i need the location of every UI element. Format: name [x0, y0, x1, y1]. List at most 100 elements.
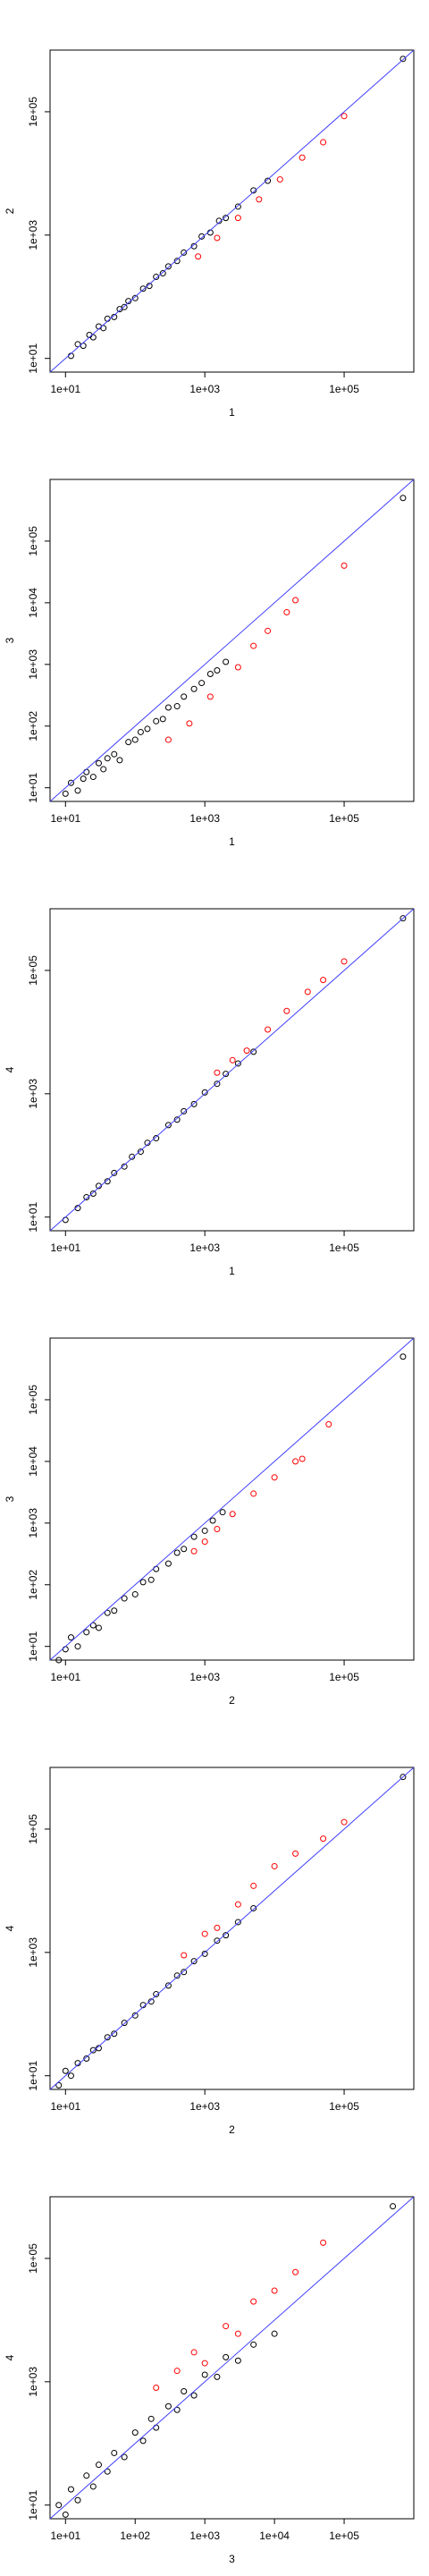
y-tick-label: 1e+04: [27, 1446, 39, 1477]
point: [229, 1511, 236, 1518]
point: [83, 2472, 90, 2479]
point: [95, 1182, 102, 1190]
x-tick-label: 1e+05: [329, 2529, 359, 2542]
point: [250, 187, 257, 194]
point: [214, 1526, 221, 1533]
point: [83, 768, 90, 775]
y-tick-label: 1e+01: [27, 2490, 39, 2521]
point: [320, 139, 327, 146]
point: [89, 334, 97, 341]
point: [131, 2429, 139, 2436]
y-tick-label: 1e+05: [27, 1385, 39, 1415]
point: [250, 2298, 257, 2305]
point: [223, 658, 230, 665]
point: [299, 1455, 306, 1462]
x-tick-label: 1e+03: [189, 812, 220, 825]
point: [400, 915, 407, 922]
point: [121, 2020, 128, 2027]
point: [111, 313, 118, 320]
point: [147, 1576, 155, 1583]
point: [125, 298, 132, 305]
x-tick-label: 1e+01: [50, 1241, 80, 1254]
identity-line: [49, 2196, 415, 2520]
point: [214, 1080, 221, 1088]
point: [125, 739, 132, 746]
point: [153, 274, 160, 281]
point: [190, 2349, 198, 2356]
point: [250, 2341, 257, 2348]
y-axis-label: 4: [4, 1925, 16, 1931]
identity-line: [49, 1337, 415, 1661]
point: [341, 113, 348, 120]
point: [299, 154, 306, 161]
y-tick-label: 1e+03: [27, 2367, 39, 2397]
point: [153, 1565, 160, 1572]
point: [153, 717, 160, 724]
point: [400, 1353, 407, 1360]
point: [89, 1622, 97, 1629]
plot-frame: [49, 908, 415, 1232]
point: [104, 1609, 111, 1616]
y-tick-label: 1e+01: [27, 1631, 39, 1662]
x-tick-label: 1e+05: [329, 2100, 359, 2113]
point: [67, 2072, 74, 2080]
point: [400, 1774, 407, 1781]
point: [190, 685, 198, 692]
scatter-panel: 1e+01 1e+03 1e+05 1e+01 1e+02 1e+03 1e+04 1e+05…: [4, 479, 415, 848]
point: [153, 2424, 160, 2431]
point: [234, 1919, 241, 1926]
point: [198, 680, 206, 687]
point: [164, 736, 172, 743]
y-tick-label: 1e+03: [27, 1508, 39, 1538]
point: [164, 1560, 172, 1567]
point: [250, 1048, 257, 1055]
point: [83, 1193, 90, 1200]
point: [173, 1549, 181, 1556]
x-tick-label: 1e+03: [189, 383, 220, 395]
y-tick-label: 1e+04: [27, 588, 39, 618]
x-tick-label: 1e+04: [259, 2529, 290, 2542]
point: [131, 1590, 139, 1597]
point: [121, 1163, 128, 1170]
point: [223, 215, 230, 222]
x-tick-label: 1e+05: [329, 1241, 359, 1254]
point: [190, 2392, 198, 2399]
x-axis-label: 3: [229, 2553, 235, 2565]
point: [139, 2437, 147, 2445]
point: [147, 1998, 155, 2005]
plot-frame: [49, 479, 415, 802]
point: [62, 790, 69, 797]
identity-line: [49, 908, 415, 1232]
point: [341, 562, 348, 569]
y-axis-label: 4: [4, 1066, 16, 1072]
point: [144, 1140, 151, 1147]
identity-line: [49, 1767, 415, 2090]
y-tick-label: 1e+05: [27, 1814, 39, 1844]
point: [223, 1071, 230, 1078]
point: [214, 667, 221, 674]
y-tick-label: 1e+01: [27, 343, 39, 374]
point: [173, 1972, 181, 1979]
plot-frame: [49, 1767, 415, 2090]
point: [283, 609, 290, 616]
point: [164, 1982, 172, 1989]
point: [234, 1901, 241, 1908]
point: [111, 750, 118, 758]
point: [67, 779, 74, 786]
point: [181, 1969, 188, 1976]
x-axis-label: 1: [229, 835, 235, 848]
y-tick-label: 1e+01: [27, 1202, 39, 1233]
point: [186, 720, 193, 727]
point: [201, 1527, 208, 1534]
point: [131, 736, 139, 743]
point: [256, 196, 263, 203]
point: [181, 693, 188, 700]
point: [234, 215, 241, 222]
x-tick-label: 1e+03: [189, 2529, 220, 2542]
y-tick-label: 1e+03: [27, 1079, 39, 1109]
point: [341, 1818, 348, 1826]
point: [250, 1882, 257, 1889]
point: [223, 2323, 230, 2330]
point: [164, 263, 172, 270]
point: [201, 2360, 208, 2367]
